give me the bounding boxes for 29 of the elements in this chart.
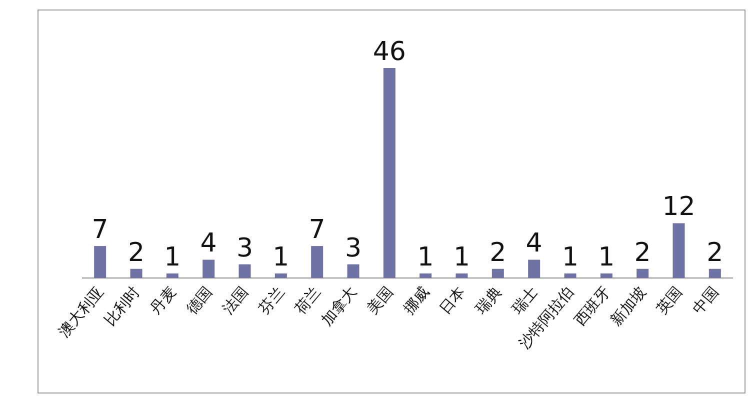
x-tick-label: 芬兰 [254, 283, 288, 318]
x-tick-label: 瑞典 [472, 283, 505, 318]
data-label: 7 [308, 215, 326, 246]
data-label: 4 [526, 228, 542, 259]
data-label: 46 [372, 37, 406, 67]
data-label: 7 [92, 215, 108, 246]
data-label: 2 [706, 238, 724, 268]
data-label: 1 [417, 242, 434, 272]
x-tick-label: 丹麦 [146, 283, 180, 318]
data-label: 1 [453, 242, 470, 272]
x-tick-label: 法国 [218, 283, 252, 318]
x-tick-label: 英国 [652, 283, 686, 318]
data-label: 3 [344, 233, 362, 264]
data-label: 1 [164, 242, 181, 272]
x-tick-label: 日本 [436, 283, 469, 318]
data-label: 3 [236, 233, 254, 264]
data-label: 12 [662, 192, 696, 222]
data-label: 2 [634, 238, 651, 268]
data-label: 2 [128, 238, 145, 268]
data-label: 1 [598, 242, 615, 272]
data-label: 4 [200, 228, 217, 259]
data-label: 2 [490, 238, 506, 268]
x-tick-label: 中国 [688, 283, 722, 318]
x-tick-label: 挪威 [400, 283, 433, 318]
data-label: 1 [272, 242, 290, 272]
x-tick-label: 德国 [182, 283, 216, 318]
data-label: 1 [562, 242, 579, 272]
x-tick-label: 美国 [363, 283, 396, 318]
x-tick-label: 新加坡 [606, 283, 650, 330]
